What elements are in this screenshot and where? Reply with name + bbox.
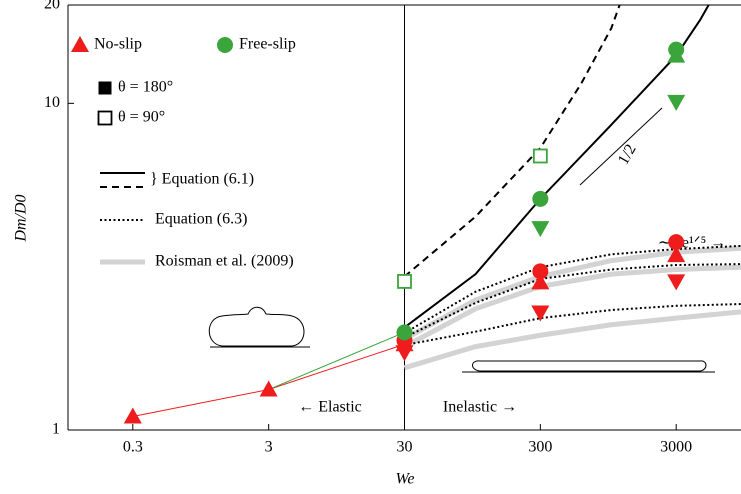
curve [268, 331, 405, 391]
slope-line [579, 107, 663, 186]
y-axis-label: Dm/D0 [13, 194, 30, 242]
marker-square [397, 274, 412, 289]
curve [403, 264, 741, 349]
curve [132, 343, 405, 417]
droplet-icon [208, 306, 310, 348]
marker-triangle-up [259, 380, 278, 397]
x-tick-label: 0.3 [123, 439, 143, 456]
marker-triangle-up [531, 273, 550, 290]
elastic-label: ← Elastic [298, 399, 362, 416]
legend-label: Equation (6.3) [155, 211, 247, 228]
y-tick-label: 10 [44, 94, 60, 111]
curve [404, 303, 741, 347]
curve [403, 4, 710, 329]
legend-label: } Equation (6.1) [150, 171, 254, 188]
legend-label: No-slip [94, 36, 142, 53]
marker-triangle-down [531, 305, 550, 322]
marker-triangle-down [531, 221, 550, 238]
x-tick-label: 3 [265, 439, 273, 456]
curve [403, 244, 741, 334]
marker-triangle-up [123, 407, 142, 424]
y-tick-label: 20 [44, 0, 60, 13]
slope-label: 1/2 [615, 141, 640, 167]
marker-circle [668, 234, 685, 251]
inelastic-label: Inelastic → [443, 399, 517, 416]
x-axis-label: We [396, 471, 415, 488]
legend-label: θ = 90° [118, 109, 165, 126]
marker-circle [532, 190, 549, 207]
marker-triangle-down [667, 274, 686, 291]
marker-circle [396, 324, 413, 341]
legend-label: θ = 180° [118, 79, 173, 96]
pancake-icon [462, 360, 715, 373]
x-tick-label: 3000 [660, 439, 692, 456]
legend-label: Roisman et al. (2009) [155, 253, 294, 270]
marker-triangle-up [667, 46, 686, 63]
marker-triangle-down [667, 94, 686, 111]
marker-triangle-up [667, 246, 686, 263]
curve [403, 4, 621, 278]
marker-circle [217, 37, 233, 53]
curve [403, 309, 741, 371]
marker-triangle-down [395, 345, 414, 362]
x-tick-label: 30 [397, 439, 413, 456]
marker-square [532, 148, 548, 164]
legend-label: Free-slip [239, 36, 296, 53]
y-tick-label: 1 [52, 421, 60, 438]
curve [404, 263, 741, 339]
curve [403, 245, 741, 342]
marker-circle [532, 263, 549, 280]
marker-triangle-up [71, 36, 89, 52]
x-tick-label: 300 [528, 439, 552, 456]
marker-square [97, 110, 113, 126]
marker-square [98, 81, 112, 95]
